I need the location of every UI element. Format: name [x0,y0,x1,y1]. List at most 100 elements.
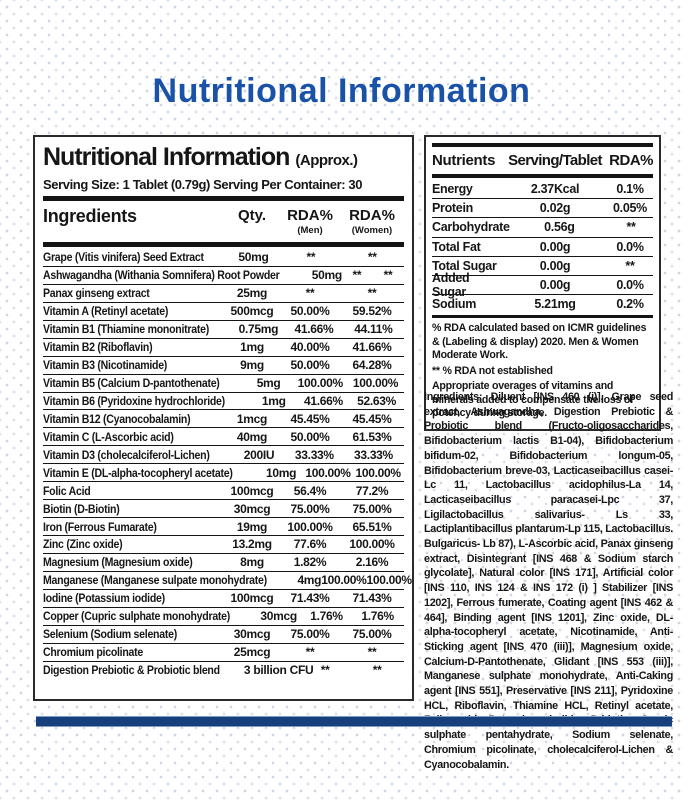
qty-cell: 5mg [256,376,281,391]
divider [432,174,653,178]
rda-women-cell: 52.63% [357,393,397,408]
ingredient-name-cell: Vitamin B5 (Calcium D-pantothenate) [43,376,220,391]
ingredient-name-cell: Zinc (Zinc oxide) [43,537,123,552]
qty-cell: 50mg [238,250,269,265]
note-overages: Appropriate overages of vitamins and min… [432,380,634,420]
rda-value-cell: 0.1% [616,182,644,197]
column-header-rda-men: RDA% (Men) [280,206,340,238]
nutrients-table-body: Energy 2.37Kcal 0.1% Protein 0.02g 0.05%… [432,180,653,313]
rda-women-cell: 100.00% [352,376,399,391]
rda-men-cell: ** [305,645,315,660]
serving-value-cell: 5.21mg [534,297,576,312]
page-title: Nutritional Information [152,72,531,110]
column-subheader-men: (Men) [297,225,323,236]
table-row: Total Sugar 0.00g ** [432,257,653,276]
table-row: Folic Acid 100mcg 56.4% 77.2% [43,482,404,501]
ingredient-name-cell: Iodine (Potassium iodide) [43,591,165,606]
qty-cell: 10mg [266,465,297,480]
ingredient-name-cell: Vitamin C (L-Ascorbic acid) [43,429,174,444]
table-row: Selenium (Sodium selenate) 30mcg 75.00% … [43,626,404,644]
nutrient-name-cell: Energy [432,182,473,197]
column-header-rda-women: RDA% (Women) [340,206,404,238]
ingredients-table-header: Ingredients Qty. RDA% (Men) RDA% (Women) [43,203,404,240]
qty-cell: 1mg [261,393,286,408]
rda-women-cell: 64.28% [352,358,392,373]
table-row: Iron (Ferrous Fumarate) 19mg 100.00% 65.… [43,518,404,536]
rda-men-cell: 45.45% [290,411,330,426]
rda-men-cell: ** [305,286,315,301]
table-row: Vitamin B3 (Nicotinamide) 9mg 50.00% 64.… [43,357,404,375]
rda-men-cell: 71.43% [290,591,330,606]
rda-value-cell: 0.2% [616,297,644,312]
rda-men-cell: 50.00% [290,304,330,319]
rda-women-cell: 33.33% [354,447,393,462]
nutrients-table-header: Nutrients Serving/Tablet RDA% [432,149,654,172]
nutrient-name-cell: Total Fat [432,239,481,254]
nutritional-information-panel: Nutritional Information (Approx.) Servin… [33,135,414,701]
qty-cell: 30mcg [233,501,271,516]
rda-men-cell: 75.00% [290,501,330,516]
rda-value-cell: 0.05% [613,201,647,216]
rda-women-cell: ** [383,268,393,283]
ingredient-name-cell: Vitamin D3 (cholecalciferol-Lichen) [43,447,210,462]
rda-women-cell: 100.00% [349,537,395,552]
table-row: Vitamin C (L-Ascorbic acid) 40mg 50.00% … [43,428,404,447]
ingredient-name-cell: Manganese (Manganese sulpate monohydrate… [43,573,267,588]
divider [43,242,404,247]
qty-cell: 100mcg [230,483,274,498]
table-row: Grape (Vitis vinifera) Seed Extract 50mg… [43,249,404,267]
nutrient-name-cell: Added Sugar [432,271,470,300]
rda-women-cell: 1.76% [361,609,394,624]
serving-value-cell: 0.00g [539,258,571,273]
table-row: Sodium 5.21mg 0.2% [432,295,653,313]
ingredients-label: Ingredients: [424,391,483,403]
qty-cell: 50mg [311,268,342,283]
table-row: Energy 2.37Kcal 0.1% [432,180,653,200]
table-row: Panax ginseng extract 25mg ** ** [43,285,404,303]
rda-women-cell: ** [367,286,377,301]
ingredient-name-cell: Magnesium (Magnesium oxide) [43,555,193,570]
nutrient-name-cell: Sodium [432,297,477,312]
table-row: Vitamin D3 (cholecalciferol-Lichen) 200I… [43,446,404,465]
rda-men-cell: 100.00% [321,573,367,588]
rda-men-cell: ** [306,250,316,265]
note-not-established: ** % RDA not established [432,364,553,377]
rda-women-cell: 45.45% [352,411,392,426]
panel-title: Nutritional Information (Approx.) [43,142,404,176]
rda-men-cell: ** [320,663,330,678]
rda-women-cell: 75.00% [352,501,392,516]
table-row: Manganese (Manganese sulpate monohydrate… [43,572,412,590]
serving-value-cell: 0.00g [539,278,571,293]
table-row: Vitamin B12 (Cyanocobalamin) 1mcg 45.45%… [43,410,404,429]
qty-cell: 500mcg [230,304,274,319]
table-row: Vitamin B1 (Thiamine mononitrate) 0.75mg… [43,321,404,339]
qty-cell: 30mcg [233,627,271,642]
ingredient-name-cell: Vitamin B1 (Thiamine mononitrate) [43,322,209,337]
rda-men-cell: 1.76% [310,609,343,624]
serving-value-cell: 0.00g [539,239,571,254]
rda-men-cell: 100.00% [287,519,333,534]
divider [43,196,404,201]
rda-men-cell: 56.4% [293,483,327,498]
rda-men-cell: 100.00% [305,465,351,480]
column-header-serving: Serving/Tablet [508,152,602,169]
ingredient-name-cell: Vitamin B3 (Nicotinamide) [43,358,168,373]
rda-women-cell: ** [372,663,382,678]
rda-men-cell: 41.66% [303,393,343,408]
column-header-qty: Qty. [237,207,267,224]
table-row: Iodine (Potassium iodide) 100mcg 71.43% … [43,590,404,608]
qty-cell: 1mcg [236,411,268,426]
table-row: Vitamin A (Retinyl acetate) 500mcg 50.00… [43,303,404,321]
table-row: Vitamin B2 (Riboflavin) 1mg 40.00% 41.66… [43,339,404,357]
table-row: Digestion Prebiotic & Probiotic blend 3 … [43,662,404,679]
ingredients-body: Diluent [INS 460 (i)], Grape seed extrac… [424,391,673,771]
qty-cell: 0.75mg [238,322,279,337]
serving-size-line: Serving Size: 1 Tablet (0.79g) Serving P… [43,177,363,192]
column-subheader-women: (Women) [351,225,393,236]
ingredients-paragraph: Ingredients: Diluent [INS 460 (i)], Grap… [424,390,673,772]
rda-men-cell: 75.00% [290,627,330,642]
table-row: Chromium picolinate 25mcg ** ** [43,644,404,662]
rda-value-cell: 0.0% [616,239,644,254]
table-row: Magnesium (Magnesium oxide) 8mg 1.82% 2.… [43,554,404,572]
rda-women-cell: 59.52% [352,304,392,319]
